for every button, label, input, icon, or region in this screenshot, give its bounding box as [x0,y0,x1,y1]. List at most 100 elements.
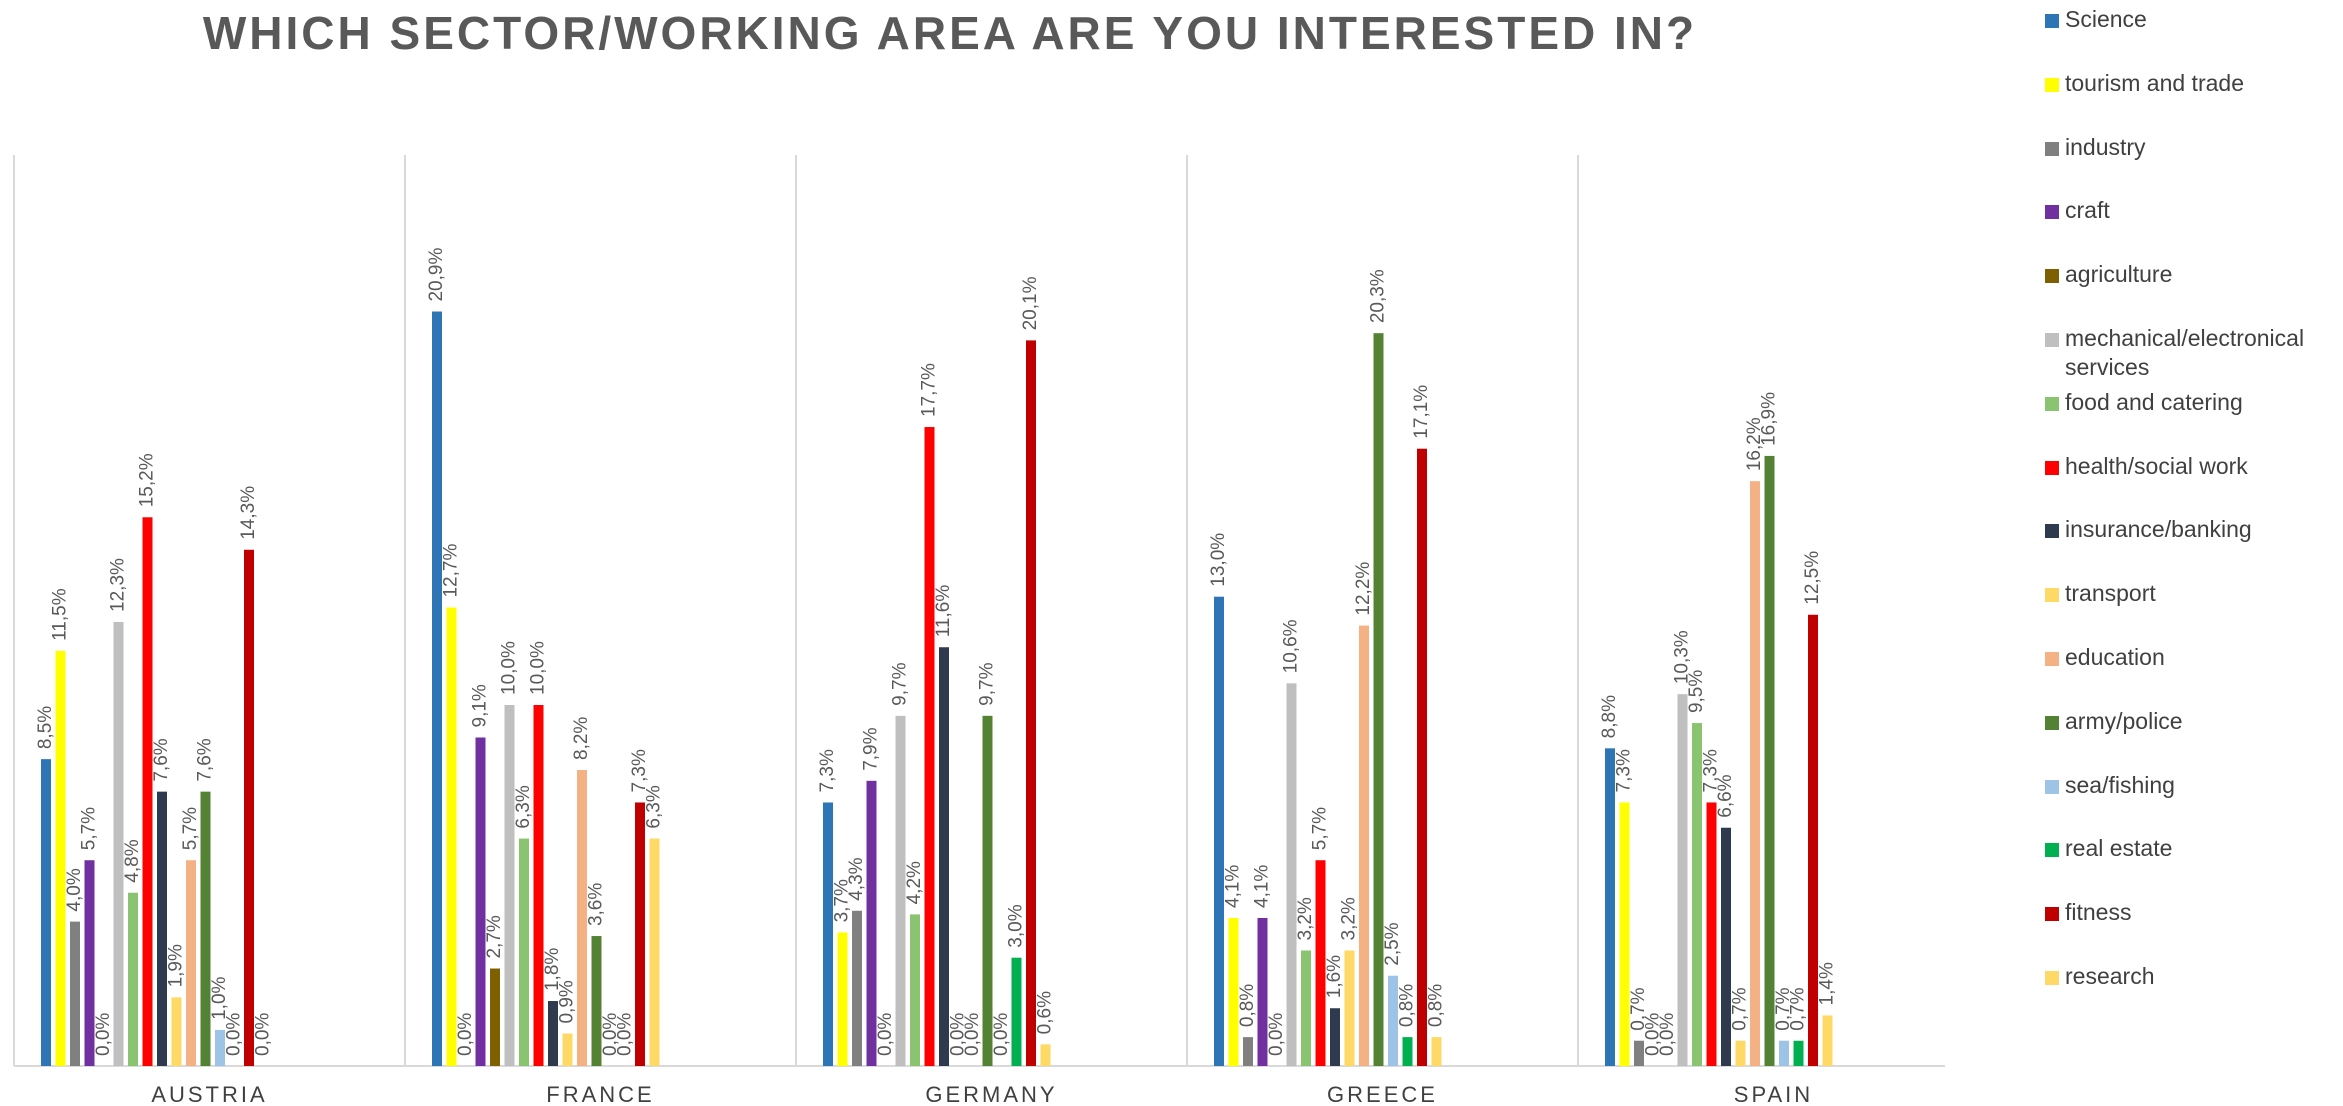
legend-swatch [2045,524,2059,539]
legend-label: health/social work [2065,452,2248,479]
x-tick-label: SPAIN [1734,1082,1813,1106]
data-label: 4,1% [1223,865,1244,908]
data-label: 3,2% [1339,897,1360,940]
data-label: 0,6% [1035,991,1056,1034]
bar [635,802,645,1066]
bar [1243,1037,1253,1066]
data-label: 12,5% [1802,551,1823,605]
data-label: 0,0% [991,1013,1012,1056]
bar [70,921,80,1066]
data-label: 16,9% [1759,392,1780,446]
data-label: 3,6% [586,883,607,926]
legend-swatch [2045,843,2059,858]
data-label: 0,0% [1643,1013,1664,1056]
legend-swatch [2045,396,2059,411]
bar [1026,340,1036,1066]
legend-swatch [2045,652,2059,666]
data-label: 0,7% [1788,987,1809,1030]
legend-label: agriculture [2065,261,2173,288]
bar [1721,827,1731,1066]
data-label: 3,0% [1006,904,1027,947]
data-label: 9,1% [470,684,491,727]
data-label: 7,3% [817,749,838,792]
data-label: 0,0% [875,1013,896,1056]
data-label: 2,7% [484,915,505,958]
legend-swatch [2045,460,2059,475]
data-label: 0,7% [1730,987,1751,1030]
data-label: 1,6% [1324,955,1345,998]
data-label: 1,0% [209,976,230,1019]
bar [215,1029,225,1066]
x-tick-label: GREECE [1327,1082,1438,1106]
data-label: 0,7% [1628,987,1649,1030]
bar [1359,625,1369,1066]
data-label: 4,1% [1252,865,1273,908]
bar [1735,1040,1746,1066]
data-label: 0,8% [1237,984,1258,1027]
data-label: 4,8% [122,839,143,882]
data-label: 7,6% [151,738,172,781]
legend-label: tourism and trade [2065,69,2244,96]
bar [84,860,95,1066]
data-label: 20,1% [1020,276,1041,330]
legend-label: army/police [2065,707,2183,734]
legend-swatch [2045,588,2059,603]
data-label: 0,8% [1397,984,1418,1027]
bar [982,715,993,1066]
bar [1257,917,1268,1066]
bar [1214,596,1224,1066]
data-label: 0,0% [1266,1013,1287,1056]
data-label: 1,9% [166,944,187,987]
data-label: 3,7% [832,879,853,922]
data-label: 4,3% [846,857,867,900]
legend-label: sea/fishing [2065,771,2175,798]
bar [186,860,196,1066]
bar [142,517,153,1066]
bar [1822,1015,1833,1066]
data-label: 0,0% [93,1013,114,1056]
data-label: 15,2% [137,453,158,507]
bar [244,549,254,1066]
data-label: 10,0% [499,641,520,695]
bar [490,968,500,1066]
legend-label: industry [2065,133,2146,160]
bar [1431,1037,1442,1066]
bar [1750,481,1760,1066]
bar [1402,1037,1413,1066]
data-label: 0,0% [253,1013,274,1056]
data-label: 8,5% [35,706,56,749]
data-label: 9,5% [1686,670,1707,713]
bar [1605,748,1615,1066]
bar [895,715,906,1066]
data-label: 0,0% [962,1013,983,1056]
legend-swatch [2045,333,2059,347]
bar [1692,723,1702,1066]
data-label: 20,9% [426,248,447,302]
bar [1634,1040,1644,1066]
data-label: 7,6% [195,738,216,781]
legend-label: research [2065,963,2155,989]
data-label: 7,3% [1701,749,1722,792]
bar [1011,957,1022,1066]
bar [823,802,833,1066]
bar [1388,975,1398,1066]
data-label: 14,3% [238,486,259,540]
data-label: 10,0% [528,641,549,695]
chart-title: WHICH SECTOR/WORKING AREA ARE YOU INTERE… [202,7,1698,59]
bar [1764,455,1775,1066]
legend-label: real estate [2065,835,2173,862]
bar [548,1001,558,1066]
bar [837,932,848,1066]
x-tick-label: GERMANY [925,1082,1057,1106]
data-label: 8,8% [1599,695,1620,738]
data-label: 16,2% [1744,417,1765,471]
bar [866,780,877,1066]
legend-swatch [2045,77,2059,92]
data-label: 7,3% [1614,749,1635,792]
data-label: 9,7% [890,662,911,705]
data-label: 0,0% [948,1013,969,1056]
legend-label: mechanical/electronical services [2065,325,2305,380]
data-label: 5,7% [1310,807,1331,850]
bar [475,737,486,1066]
bar [113,621,124,1066]
